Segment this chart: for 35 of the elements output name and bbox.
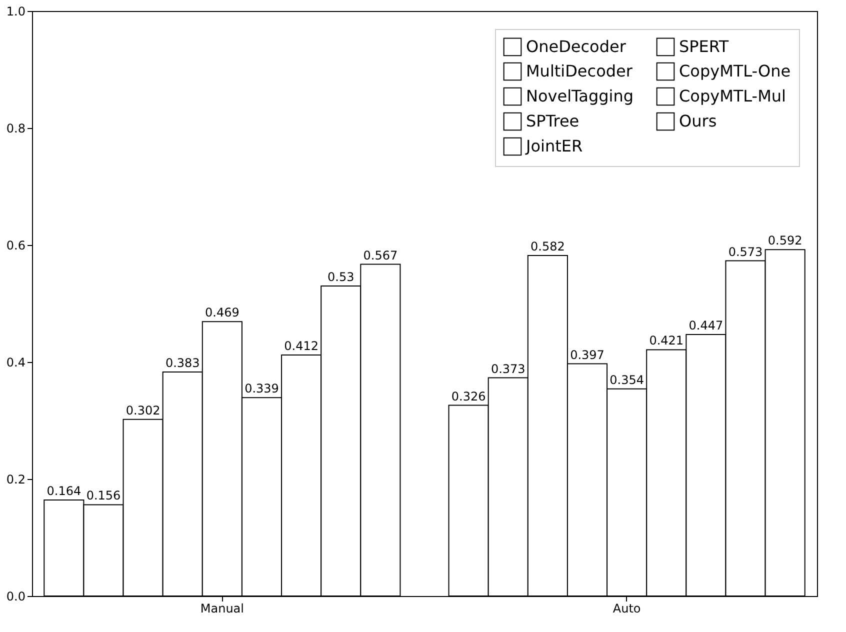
- data-label: 0.573: [728, 244, 763, 259]
- data-label: 0.354: [610, 372, 644, 387]
- legend-label: CopyMTL-Mul: [679, 86, 786, 106]
- data-label: 0.302: [126, 403, 160, 418]
- legend-label: Ours: [679, 112, 717, 130]
- data-label: 0.447: [688, 318, 724, 333]
- x-tick-label: Auto: [612, 602, 641, 616]
- y-tick-label: 1.0: [6, 4, 26, 18]
- y-tick-label: 0.2: [6, 472, 26, 486]
- data-label: 0.53: [328, 270, 354, 284]
- data-label: 0.397: [570, 348, 604, 362]
- data-label: 0.339: [244, 382, 279, 396]
- data-label: 0.383: [165, 356, 200, 370]
- y-tick-label: 0.4: [6, 356, 26, 370]
- data-label: 0.373: [490, 362, 526, 376]
- y-tick-label: 0.8: [6, 122, 26, 136]
- legend-label: JointER: [525, 136, 583, 156]
- legend-label: SPTree: [526, 112, 580, 130]
- data-label: 0.412: [284, 338, 318, 353]
- data-label: 0.567: [363, 248, 398, 262]
- legend-label: OneDecoder: [526, 36, 626, 56]
- data-label: 0.582: [530, 240, 565, 254]
- legend-label: SPERT: [679, 36, 729, 56]
- data-label: 0.156: [86, 488, 121, 503]
- data-label: 0.164: [46, 484, 82, 498]
- y-tick-label: 0.6: [6, 238, 26, 252]
- y-tick-label: 0.0: [6, 590, 26, 604]
- data-label: 0.326: [451, 389, 486, 404]
- data-label: 0.592: [768, 234, 802, 248]
- legend-label: CopyMTL-One: [679, 62, 791, 80]
- legend-label: MultiDecoder: [526, 62, 633, 80]
- x-tick-label: Manual: [200, 602, 244, 616]
- legend-label: NovelTagging: [526, 86, 634, 106]
- data-label: 0.421: [649, 334, 684, 348]
- data-label: 0.469: [205, 306, 240, 320]
